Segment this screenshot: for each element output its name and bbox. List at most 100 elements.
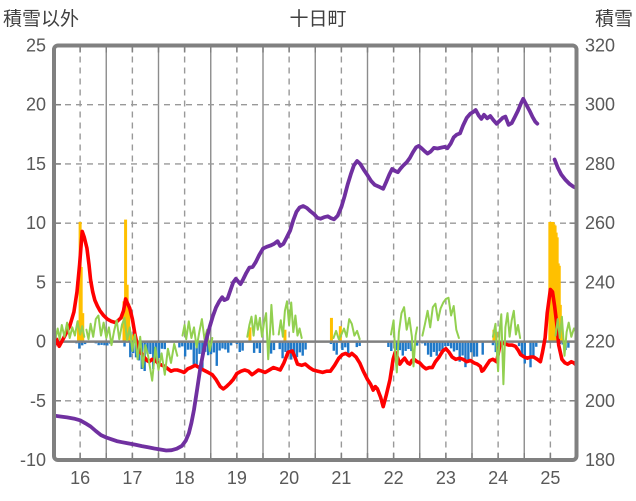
blue-bar	[404, 341, 407, 351]
blue-bar	[163, 341, 166, 350]
blue-bar	[517, 341, 521, 347]
orange-bar	[248, 327, 252, 342]
blue-bar	[255, 341, 259, 349]
orange-bar	[124, 219, 128, 342]
right-axis-label: 220	[585, 332, 615, 352]
blue-bar	[432, 341, 436, 352]
blue-bar	[449, 341, 453, 349]
blue-bar	[335, 341, 338, 355]
blue-bar	[281, 341, 284, 359]
left-axis-labels: 25 20 15 10 5 0 -5 -10	[20, 36, 46, 471]
left-axis-label: 25	[26, 36, 46, 56]
blue-bar	[238, 341, 241, 353]
blue-bar	[192, 341, 195, 365]
blue-bar	[472, 341, 476, 357]
blue-bar	[520, 341, 524, 357]
blue-bar	[332, 341, 335, 351]
blue-bar	[272, 341, 276, 351]
purple-line-series	[54, 96, 577, 453]
left-axis-label: 5	[36, 272, 46, 292]
blue-bar	[390, 341, 393, 351]
blue-bar	[358, 341, 361, 346]
blue-bar	[152, 341, 155, 369]
blue-bar	[407, 341, 410, 350]
blue-bar	[341, 341, 344, 351]
blue-bar	[410, 341, 413, 352]
orange-bar	[125, 284, 129, 342]
blue-bar	[227, 341, 230, 353]
blue-bar	[467, 341, 470, 363]
blue-bar	[212, 341, 216, 353]
right-axis-label: 180	[585, 450, 615, 470]
x-axis-label: 16	[70, 468, 90, 488]
blue-bar	[395, 341, 399, 351]
blue-bar	[258, 341, 262, 353]
blue-bar	[146, 341, 149, 354]
orange-bar	[338, 326, 342, 342]
x-axis-label: 25	[540, 468, 560, 488]
blue-bar	[491, 341, 495, 346]
blue-bar	[355, 341, 358, 348]
green-line-segment	[491, 309, 522, 386]
blue-bar	[189, 341, 193, 350]
blue-bar	[284, 341, 287, 352]
green-line-segment	[421, 296, 460, 339]
right-axis-label: 240	[585, 272, 615, 292]
blue-bar	[344, 341, 347, 348]
orange-bar	[557, 265, 561, 342]
blue-bar	[298, 341, 302, 353]
left-axis-label: -5	[30, 391, 46, 411]
blue-bar	[461, 341, 464, 356]
left-axis-label: 15	[26, 154, 46, 174]
blue-bar	[178, 341, 181, 348]
purple-line-segment	[552, 157, 577, 191]
right-axis-label: 200	[585, 391, 615, 411]
blue-bar	[215, 341, 218, 366]
orange-bars-series	[77, 219, 563, 342]
orange-bar	[79, 266, 83, 342]
right-axis-labels: 320 300 280 260 240 220 200 180	[585, 36, 615, 471]
orange-bar	[131, 334, 135, 342]
orange-bar	[127, 303, 131, 342]
blue-bar	[429, 341, 433, 357]
blue-bar	[415, 341, 419, 346]
right-axis-title: 積雪	[595, 8, 633, 30]
blue-bar	[186, 341, 190, 350]
gridlines	[54, 45, 577, 460]
blue-bar	[129, 341, 132, 358]
blue-bar	[195, 341, 198, 366]
blue-bar	[470, 341, 473, 353]
right-axis-label: 300	[585, 95, 615, 115]
blue-bar	[229, 341, 233, 346]
blue-bar	[452, 341, 456, 352]
x-axis-label: 22	[384, 468, 404, 488]
green-line-segment	[277, 300, 303, 339]
left-axis-title: 積雪以外	[3, 8, 79, 30]
orange-bar	[329, 317, 333, 342]
blue-bar	[287, 341, 290, 352]
blue-bar	[481, 341, 484, 355]
blue-bar	[426, 341, 430, 355]
chart-title: 十日町	[289, 8, 346, 30]
blue-bar	[398, 341, 402, 351]
blue-bar	[157, 341, 161, 359]
blue-bar	[78, 341, 81, 349]
blue-bar	[241, 341, 244, 351]
blue-bar	[81, 341, 84, 346]
left-axis-label: 0	[36, 332, 46, 352]
blue-bar	[401, 341, 404, 356]
blue-bar	[123, 341, 126, 347]
blue-bar	[532, 341, 535, 356]
blue-bar	[221, 341, 224, 349]
blue-bar	[295, 341, 299, 358]
blue-bar	[455, 341, 459, 351]
blue-bar	[387, 341, 390, 348]
green-line-segment	[85, 314, 179, 382]
blue-bar	[252, 341, 256, 353]
x-axis-label: 19	[227, 468, 247, 488]
orange-bar	[283, 329, 287, 342]
blue-bar	[183, 341, 187, 357]
blue-bar	[206, 341, 210, 356]
x-axis-label: 18	[175, 468, 195, 488]
